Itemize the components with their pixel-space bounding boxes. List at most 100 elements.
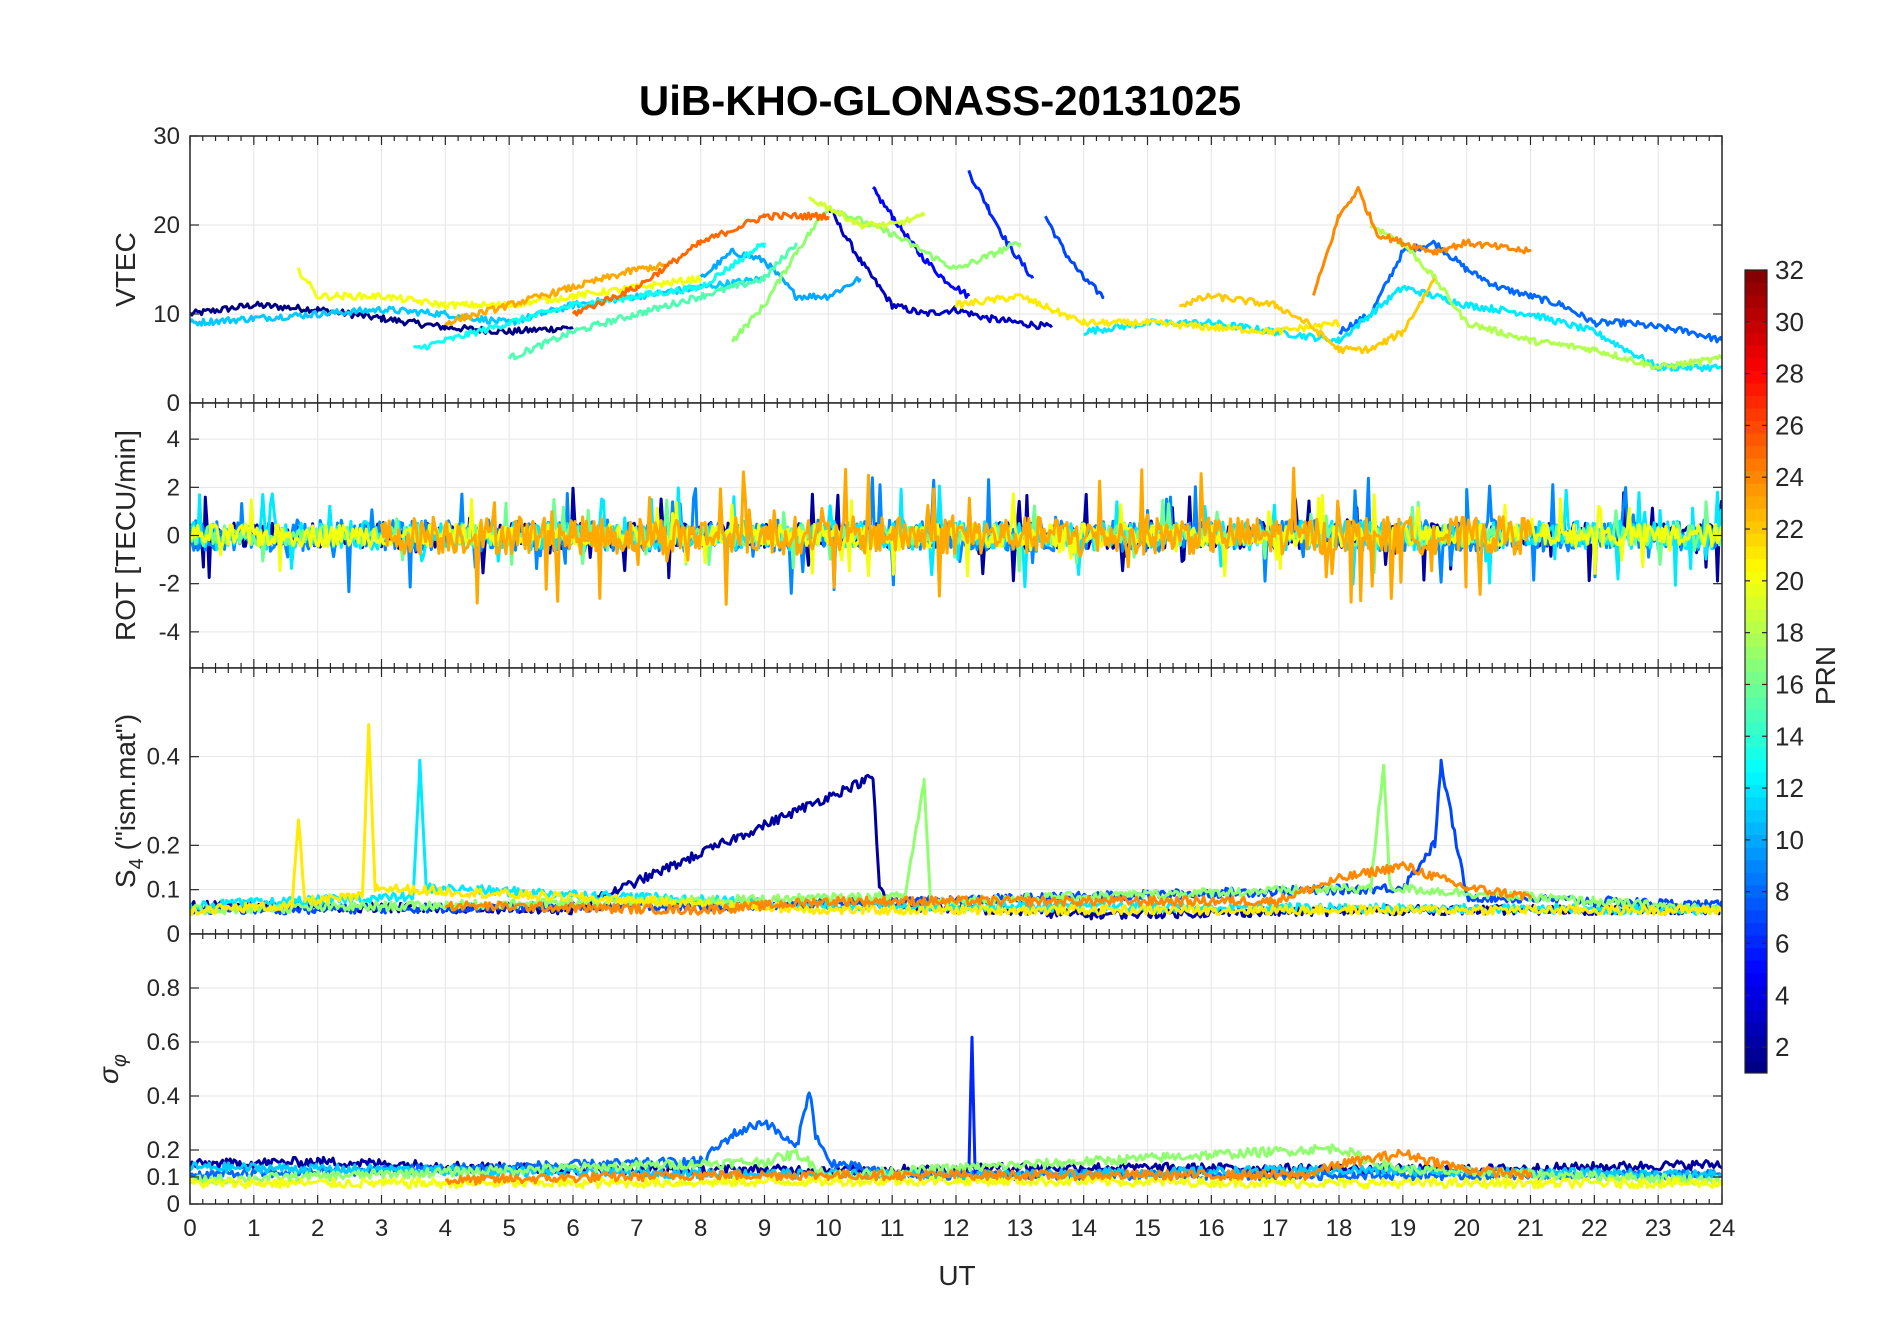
colorbar-tick-label: 16 <box>1775 669 1804 699</box>
colorbar-segment <box>1745 646 1767 660</box>
y-tick-label: 0 <box>167 390 180 417</box>
colorbar-tick-label: 26 <box>1775 410 1804 440</box>
colorbar-segment <box>1745 872 1767 886</box>
series-prn-15 <box>507 242 798 361</box>
colorbar-segment <box>1745 420 1767 434</box>
colorbar-tick-label: 8 <box>1775 877 1789 907</box>
colorbar-segment <box>1745 520 1767 534</box>
colorbar-segment <box>1745 596 1767 610</box>
colorbar-segment <box>1745 771 1767 785</box>
x-tick-label: 18 <box>1326 1215 1353 1242</box>
x-tick-label: 3 <box>375 1215 388 1242</box>
x-tick-label: 2 <box>311 1215 324 1242</box>
colorbar-segment <box>1745 847 1767 861</box>
series-prn-24 <box>444 1148 1532 1186</box>
colorbar-tick-label: 20 <box>1775 566 1804 596</box>
colorbar-segment <box>1745 746 1767 760</box>
x-tick-label: 12 <box>943 1215 970 1242</box>
x-tick-label: 7 <box>630 1215 643 1242</box>
series-prn-21 <box>190 723 1722 917</box>
colorbar-segment <box>1745 734 1767 748</box>
colorbar-segment <box>1745 270 1767 284</box>
colorbar-tick-label: 14 <box>1775 721 1804 751</box>
colorbar-segment <box>1745 307 1767 321</box>
colorbar-segment <box>1745 859 1767 873</box>
colorbar-segment <box>1745 947 1767 961</box>
x-tick-label: 17 <box>1262 1215 1289 1242</box>
y-tick-label: 0.2 <box>147 832 180 859</box>
colorbar-tick-label: 12 <box>1775 773 1804 803</box>
colorbar-segment <box>1745 345 1767 359</box>
series-prn-20 <box>190 1174 1722 1190</box>
colorbar-segment <box>1745 382 1767 396</box>
x-tick-label: 13 <box>1006 1215 1033 1242</box>
colorbar-tick-label: 24 <box>1775 462 1804 492</box>
colorbar-segment <box>1745 583 1767 597</box>
colorbar-segment <box>1745 709 1767 723</box>
x-tick-label: 10 <box>815 1215 842 1242</box>
colorbar-tick-label: 10 <box>1775 825 1804 855</box>
y-tick-label: 0.2 <box>147 1137 180 1164</box>
colorbar-segment <box>1745 571 1767 585</box>
y-tick-label: -4 <box>159 619 180 646</box>
series-prn-25 <box>571 211 830 317</box>
series-prn-24 <box>444 861 1532 916</box>
x-tick-label: 6 <box>566 1215 579 1242</box>
x-tick-label: 22 <box>1581 1215 1608 1242</box>
colorbar-segment <box>1745 658 1767 672</box>
series-prn-1 <box>190 300 574 336</box>
y-tick-label: 0.4 <box>147 744 180 771</box>
colorbar-segment <box>1745 1047 1767 1061</box>
y-tick-label: 0.6 <box>147 1029 180 1056</box>
y-tick-label: 4 <box>167 426 180 453</box>
colorbar-tick-label: 18 <box>1775 618 1804 648</box>
colorbar-segment <box>1745 495 1767 509</box>
series-prn-19 <box>807 196 926 230</box>
colorbar-segment <box>1745 608 1767 622</box>
x-tick-label: 24 <box>1709 1215 1736 1242</box>
y-tick-label: 30 <box>153 123 180 150</box>
y-tick-label: 20 <box>153 212 180 239</box>
y-axis-label: VTEC <box>110 232 141 307</box>
x-tick-label: 15 <box>1134 1215 1161 1242</box>
colorbar-segment <box>1745 972 1767 986</box>
colorbar-tick-label: 32 <box>1775 255 1804 285</box>
series-prn-3 <box>826 206 1053 331</box>
colorbar-segment <box>1745 759 1767 773</box>
chart-title: UiB-KHO-GLONASS-20131025 <box>639 77 1241 124</box>
colorbar-segment <box>1745 909 1767 923</box>
y-tick-label: 10 <box>153 301 180 328</box>
series-prn-8 <box>1338 239 1722 344</box>
y-tick-label: 0.1 <box>147 1164 180 1191</box>
colorbar-segment <box>1745 696 1767 710</box>
y-tick-label: 0 <box>167 523 180 550</box>
colorbar-segment <box>1745 357 1767 371</box>
series-prn-22 <box>1179 277 1437 355</box>
x-tick-label: 1 <box>247 1215 260 1242</box>
colorbar-segment <box>1745 508 1767 522</box>
colorbar-segment <box>1745 332 1767 346</box>
x-tick-label: 4 <box>439 1215 452 1242</box>
series-prn-5 <box>872 186 971 299</box>
colorbar-segment <box>1745 282 1767 296</box>
colorbar-segment <box>1745 408 1767 422</box>
series-prn-24 <box>1312 185 1532 296</box>
series-prn-7 <box>1044 215 1105 300</box>
colorbar-segment <box>1745 633 1767 647</box>
y-axis-label: ROT [TECU/min] <box>110 430 141 641</box>
y-tick-label: 0.4 <box>147 1083 180 1110</box>
colorbar-segment <box>1745 483 1767 497</box>
y-axis-label: σφ <box>93 1054 131 1084</box>
colorbar-segment <box>1745 884 1767 898</box>
panel-data <box>190 1035 1722 1190</box>
colorbar-segment <box>1745 834 1767 848</box>
x-tick-label: 16 <box>1198 1215 1225 1242</box>
colorbar-tick-label: 2 <box>1775 1032 1789 1062</box>
colorbar-segment <box>1745 395 1767 409</box>
panel-vtec: 0 10 20 30 VTEC <box>110 123 1723 417</box>
colorbar-segment <box>1745 796 1767 811</box>
colorbar-segment <box>1745 1010 1767 1024</box>
